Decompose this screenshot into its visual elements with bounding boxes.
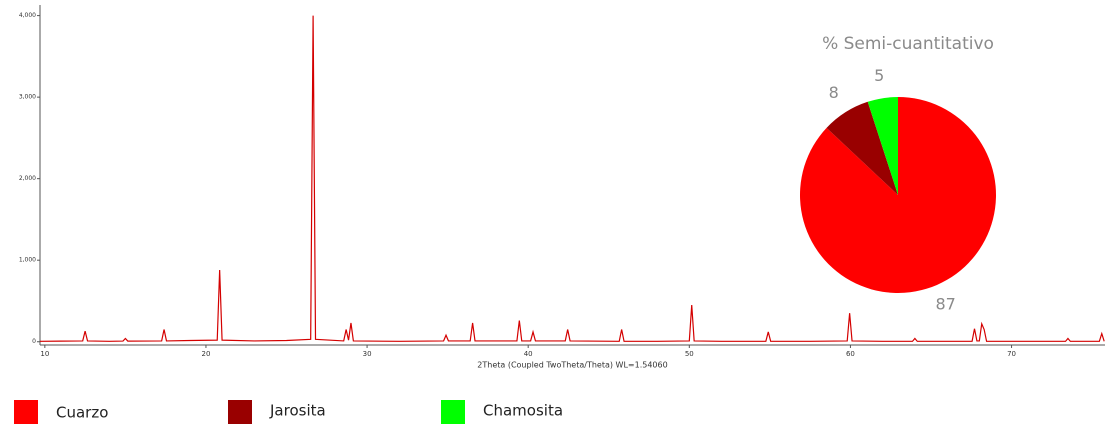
legend-label: Chamosita — [483, 402, 563, 420]
legend-swatch — [14, 400, 38, 424]
pie-label: 87 — [935, 295, 955, 314]
x-tick-label: 40 — [524, 350, 533, 358]
pie-title: % Semi-cuantitativo — [822, 34, 994, 54]
legend-swatch — [441, 400, 465, 424]
y-tick-label: 2,000 — [19, 175, 36, 182]
pie-label: 5 — [874, 66, 884, 85]
legend-label: Cuarzo — [56, 404, 108, 422]
x-tick-label: 50 — [685, 350, 694, 358]
x-tick-label: 20 — [201, 350, 210, 358]
legend-swatch — [228, 400, 252, 424]
data-line — [39, 15, 1105, 342]
pie-slice — [799, 97, 996, 293]
legend-label: Jarosita — [269, 402, 326, 420]
y-tick-label: 0 — [32, 338, 36, 345]
y-tick-label: 4,000 — [19, 12, 36, 19]
x-tick-label: 10 — [40, 350, 49, 358]
x-tick-label: 30 — [363, 350, 372, 358]
x-tick-label: 70 — [1007, 350, 1016, 358]
x-axis-label: 2Theta (Coupled TwoTheta/Theta) WL=1.540… — [477, 361, 667, 370]
pie-label: 8 — [829, 83, 839, 102]
pie-slice — [826, 101, 898, 195]
pie-slice — [867, 97, 898, 195]
y-tick-label: 1,000 — [19, 257, 36, 264]
y-tick-label: 3,000 — [19, 94, 36, 101]
x-tick-label: 60 — [846, 350, 855, 358]
